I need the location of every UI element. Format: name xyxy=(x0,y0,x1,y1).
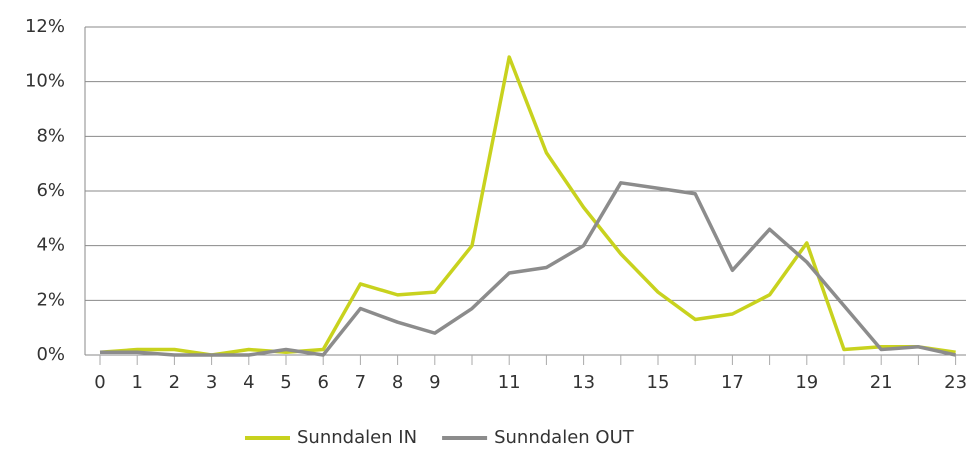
x-tick-label: 0 xyxy=(94,372,105,393)
x-tick-label: 4 xyxy=(243,372,254,393)
y-tick-label: 0% xyxy=(36,344,65,365)
line-series xyxy=(100,181,956,357)
x-tick-label: 7 xyxy=(355,372,366,393)
x-tick-label: 6 xyxy=(317,372,328,393)
x-tick-label: 11 xyxy=(498,372,521,393)
x-tick-label: 21 xyxy=(870,372,893,393)
x-tick-label: 19 xyxy=(795,372,818,393)
line-series xyxy=(99,55,956,357)
x-tick-label: 9 xyxy=(429,372,440,393)
legend-label: Sunndalen OUT xyxy=(494,427,635,448)
x-tick-label: 23 xyxy=(944,372,967,393)
x-tick-label: 3 xyxy=(206,372,217,393)
x-tick-label: 5 xyxy=(280,372,291,393)
legend-label: Sunndalen IN xyxy=(297,427,417,448)
x-tick-label: 8 xyxy=(392,372,403,393)
y-tick-label: 4% xyxy=(36,235,65,256)
y-tick-label: 6% xyxy=(36,180,65,201)
y-tick-label: 8% xyxy=(36,125,65,146)
x-tick-label: 13 xyxy=(572,372,595,393)
y-tick-label: 12% xyxy=(25,16,65,37)
y-tick-label: 2% xyxy=(36,289,65,310)
x-tick-label: 1 xyxy=(131,372,142,393)
x-tick-label: 17 xyxy=(721,372,744,393)
x-tick-label: 15 xyxy=(647,372,670,393)
y-tick-label: 10% xyxy=(25,71,65,92)
x-tick-label: 2 xyxy=(169,372,180,393)
